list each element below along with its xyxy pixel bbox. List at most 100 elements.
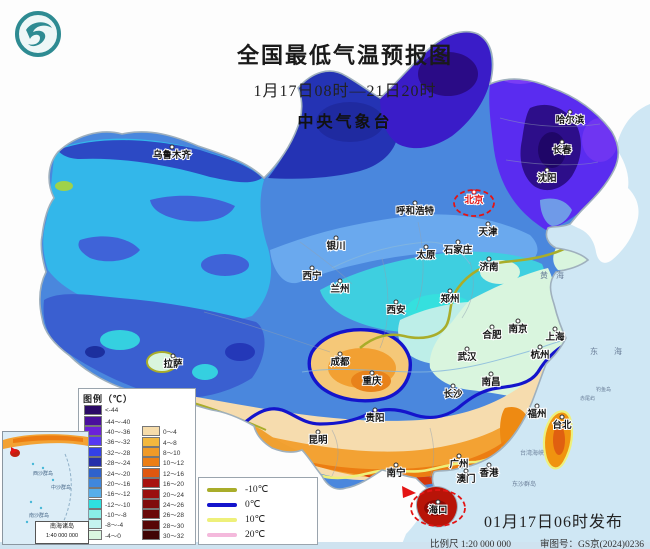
city-dot xyxy=(463,468,469,474)
city-dot xyxy=(515,318,521,324)
isoline-row: -10℃ xyxy=(207,482,309,497)
city-dot xyxy=(567,109,573,115)
city-dot xyxy=(423,244,429,250)
legend-label: 12～16 xyxy=(163,470,184,478)
legend-row: 30～32 xyxy=(142,530,184,541)
city-label: 杭州 xyxy=(530,349,549,361)
hainan-arrow-icon xyxy=(402,486,416,498)
legend-swatch xyxy=(142,498,160,509)
legend-label: 30～32 xyxy=(163,533,184,541)
sea-label: 东沙群岛 xyxy=(512,480,536,488)
city-label: 乌鲁木齐 xyxy=(153,149,192,161)
city-dot xyxy=(333,235,339,241)
legend-label: -16～-12 xyxy=(105,491,131,499)
cma-logo xyxy=(15,11,61,57)
legend-label: -20～-16 xyxy=(105,480,131,488)
legend-row: -44～-40 xyxy=(84,415,130,426)
sea-label: 黄 海 xyxy=(540,270,564,280)
legend-swatch xyxy=(142,519,160,530)
city-dot xyxy=(489,324,495,330)
city-label: 台北 xyxy=(552,419,572,431)
city-dot xyxy=(393,462,399,468)
city-label: 西宁 xyxy=(302,270,322,282)
legend-row: -16～-12 xyxy=(84,488,131,499)
city-label: 太原 xyxy=(416,249,436,261)
legend-swatch xyxy=(142,457,160,468)
legend-label: -8～-4 xyxy=(105,522,124,530)
city-dot xyxy=(485,221,491,227)
legend-swatch xyxy=(142,478,160,489)
city-label: 兰州 xyxy=(330,283,349,295)
city-label: 贵阳 xyxy=(365,412,384,424)
legend-left-column: <-44 -44～-40 -40～-36 -36～-32 -32～-28 -28～-24 -… xyxy=(84,405,130,540)
bottom-sea-strip xyxy=(0,542,650,549)
sea-label: 台湾海峡 xyxy=(520,449,544,457)
isoline-swatch xyxy=(207,487,237,492)
city-label: 合肥 xyxy=(482,329,502,341)
city-dot xyxy=(471,189,477,195)
legend-swatch xyxy=(142,436,160,447)
city-label: 沈阳 xyxy=(537,172,556,184)
temperature-legend: 图例（℃） <-44 -44～-40 -40～-36 -36～-32 -32～-28 -2… xyxy=(78,388,196,545)
inset-scale: 1:40 000 000 xyxy=(45,533,79,539)
rivers xyxy=(301,241,565,373)
sea-label: 赤尾屿 xyxy=(580,395,595,402)
city-label: 成都 xyxy=(330,356,350,368)
legend-row: 16～20 xyxy=(142,478,184,489)
city-label: 拉萨 xyxy=(163,358,183,370)
legend-label: 8～10 xyxy=(163,449,181,457)
legend-label: <-44 xyxy=(105,406,119,414)
city-dot xyxy=(372,407,378,413)
city-dot xyxy=(315,429,321,435)
city-dot xyxy=(169,144,175,150)
legend-row: 20～24 xyxy=(142,488,184,499)
legend-row: 24～26 xyxy=(142,498,184,509)
isoline-row: 20℃ xyxy=(207,527,309,542)
isoline-row: 0℃ xyxy=(207,497,309,512)
city-label: 海口 xyxy=(428,504,447,516)
city-label: 澳门 xyxy=(456,473,475,485)
city-dot xyxy=(393,299,399,305)
legend-row: -4～0 xyxy=(84,529,130,540)
inset-island-label: 南沙群岛 xyxy=(29,513,50,519)
city-label: 南宁 xyxy=(386,467,406,479)
city-dot xyxy=(559,139,565,145)
legend-row: 26～28 xyxy=(142,509,184,520)
city-dot xyxy=(486,256,492,262)
legend-row: -12～-10 xyxy=(84,498,130,509)
hainan-island xyxy=(416,486,458,528)
city-label: 长春 xyxy=(552,144,572,156)
legend-row: 10～12 xyxy=(142,457,184,468)
isoline-row: 10℃ xyxy=(207,512,309,527)
city-label: 南京 xyxy=(508,323,528,335)
city-label: 广州 xyxy=(449,458,468,470)
legend-row: 8～10 xyxy=(142,446,184,457)
city-label: 南昌 xyxy=(481,376,500,388)
city-label: 哈尔滨 xyxy=(556,114,585,126)
isoline-swatch xyxy=(207,517,237,522)
legend-label: 24～26 xyxy=(163,501,184,509)
city-dot xyxy=(559,414,565,420)
city-dot xyxy=(486,462,492,468)
legend-row: 0～4 xyxy=(142,426,184,437)
taiwan-island xyxy=(542,410,574,470)
legend-swatch xyxy=(142,467,160,478)
inset-title: 南海诸岛 xyxy=(49,524,74,530)
city-dot xyxy=(337,278,343,284)
city-dot xyxy=(456,453,462,459)
legend-label: -24～-20 xyxy=(105,470,131,478)
legend-label: -36～-32 xyxy=(105,439,131,447)
city-label: 济南 xyxy=(479,261,499,273)
legend-swatch xyxy=(84,415,102,426)
city-label: 北京 xyxy=(464,194,484,206)
legend-row: -24～-20 xyxy=(84,467,131,478)
city-label: 昆明 xyxy=(308,435,328,446)
legend-row: 4～8 xyxy=(142,436,184,447)
highlight-annotations xyxy=(402,189,495,527)
inset-scale-box: 南海诸岛 1:40 000 000 xyxy=(35,521,89,544)
city-dot xyxy=(412,200,418,206)
map-scale: 比例尺 1:20 000 000 xyxy=(430,540,512,549)
